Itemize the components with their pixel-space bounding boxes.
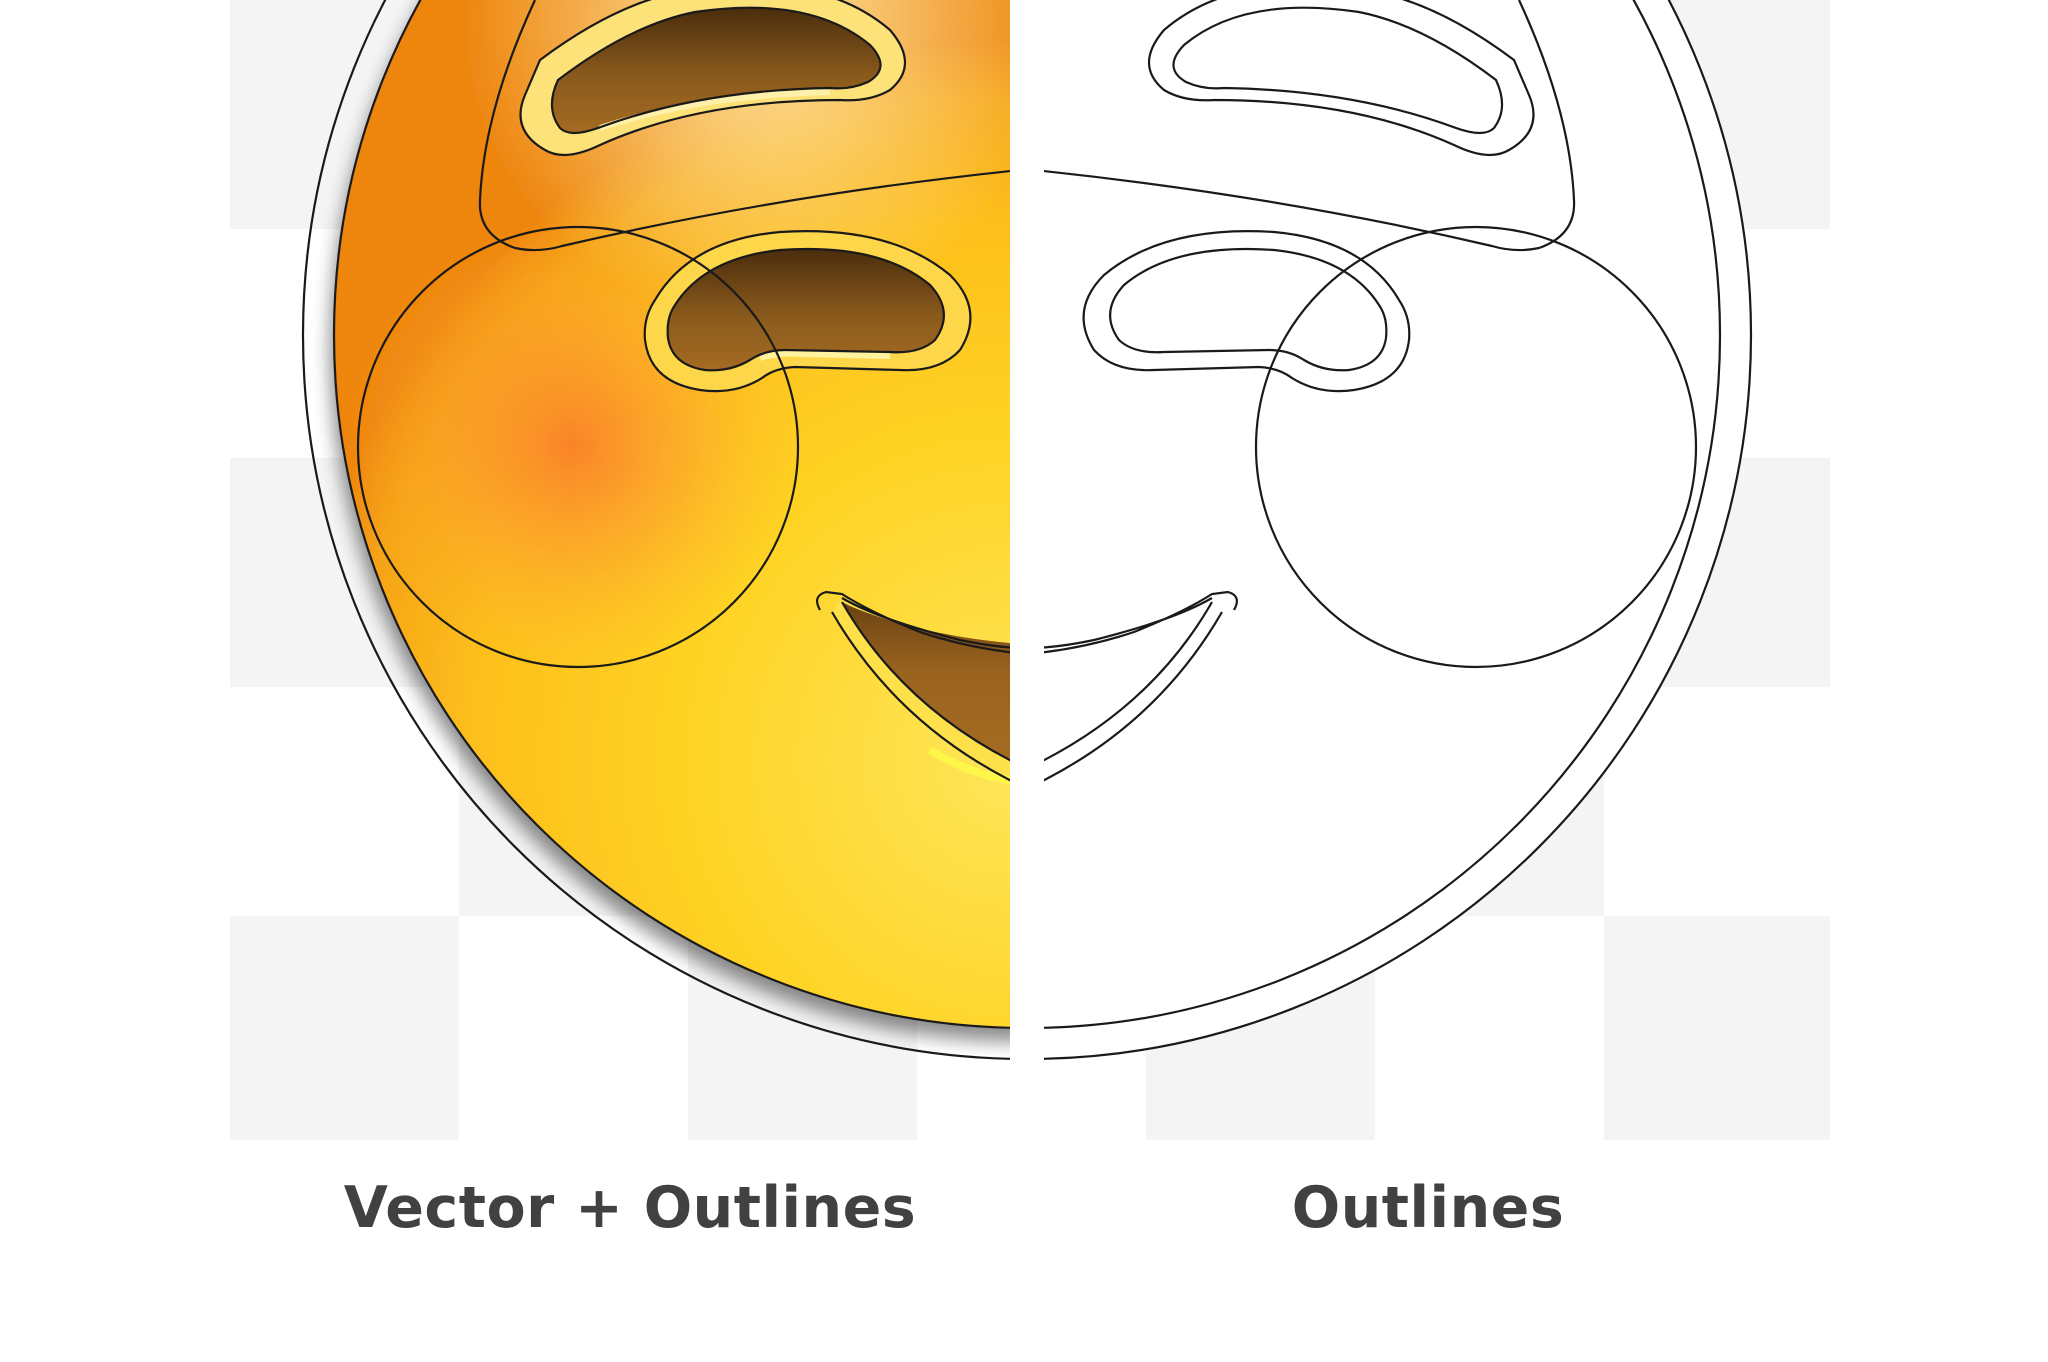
vector-panel bbox=[301, 0, 1010, 1061]
panel-divider bbox=[1010, 0, 1044, 1100]
outline-panel bbox=[1044, 0, 1830, 1140]
caption-vector-outlines: Vector + Outlines bbox=[343, 1175, 917, 1241]
caption-outlines: Outlines bbox=[1291, 1175, 1565, 1241]
eye-cutout-left bbox=[520, 0, 905, 155]
